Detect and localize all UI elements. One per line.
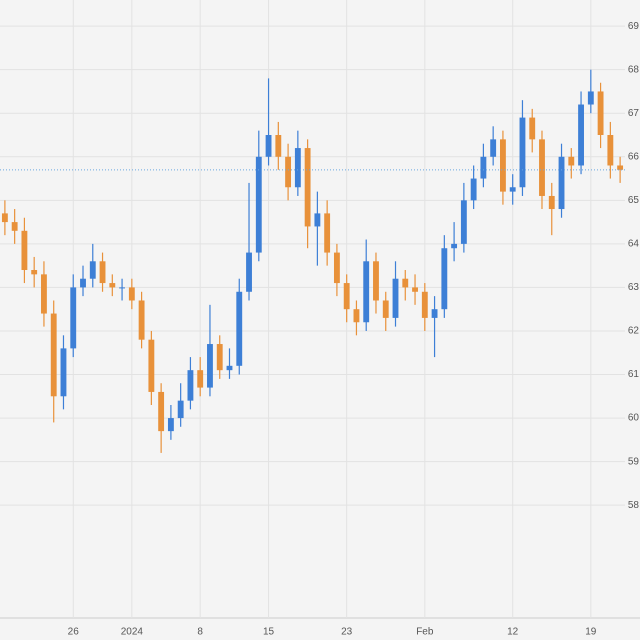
candle-body [80,278,86,288]
y-tick-label: 58 [628,500,640,511]
y-tick-label: 69 [628,21,640,32]
y-tick-label: 67 [628,108,640,119]
candle-body [373,261,379,301]
candle-body [187,370,194,401]
candle-body [509,187,516,192]
candle-body [333,252,340,284]
candle-body [275,135,282,157]
candle-body [539,139,545,196]
y-tick-label: 64 [628,239,640,250]
candle-body [128,287,135,301]
x-tick-label: 12 [507,627,519,638]
candle-body [246,252,252,292]
x-tick-label: 23 [341,627,353,638]
candle-body [314,213,321,227]
candle-body [548,195,555,210]
y-tick-label: 63 [628,282,640,293]
candle-body [421,291,428,318]
candle-body [60,348,67,397]
candle-body [1,213,8,223]
y-tick-label: 61 [628,369,640,380]
x-tick-label: 26 [68,627,80,638]
candle-body [480,156,487,179]
candle-body [109,283,116,288]
y-tick-label: 65 [628,195,640,206]
candle-body [519,117,526,188]
candle-body [500,139,506,192]
x-tick-label: 2024 [121,627,144,638]
candle-body [216,344,223,371]
candle-body [207,344,213,388]
x-tick-label: 19 [585,627,597,638]
candle-body [138,300,145,340]
candle-body [363,261,370,323]
candle-body [490,139,497,157]
candle-body [529,117,536,140]
y-tick-label: 68 [628,64,640,75]
candle-body [382,300,389,318]
candle-body [617,165,624,170]
candle-body [99,261,106,284]
candle-body [177,400,184,419]
candle-body [412,287,418,292]
y-tick-label: 66 [628,151,640,162]
candle-body [21,230,28,270]
candle-body [197,370,204,388]
candle-body [587,91,594,105]
candle-body [568,156,575,166]
x-tick-label: Feb [416,627,434,638]
candle-body [148,339,155,392]
candle-body [460,200,467,244]
candle-body [119,287,125,289]
y-tick-label: 59 [628,456,640,467]
candle-body [578,104,584,166]
candle-body [285,156,292,188]
candle-body [265,135,272,157]
candle-body [167,418,174,432]
candle-body [324,213,331,253]
candle-body [304,148,311,227]
candle-body [70,287,77,349]
candle-body [597,91,604,135]
candle-body [470,178,477,201]
y-tick-label: 62 [628,326,640,337]
candle-body [558,156,565,210]
candle-body [402,278,409,288]
x-tick-label: 8 [197,627,203,638]
candle-body [441,248,448,310]
candle-body [343,283,350,310]
candle-body [31,270,38,275]
candle-body [236,291,243,366]
candle-body [294,148,301,188]
candle-body [353,309,360,323]
x-tick-label: 15 [263,627,275,638]
candle-body [255,156,262,253]
candle-body [11,222,18,231]
candle-body [158,391,165,432]
y-tick-label: 60 [628,413,640,424]
candle-body [226,365,233,371]
candle-body [89,261,96,279]
candle-body [41,274,47,314]
candle-body [451,243,458,249]
candle-body [607,135,614,166]
candle-body [50,313,57,397]
candle-body [431,309,438,318]
candle-body [392,278,399,318]
